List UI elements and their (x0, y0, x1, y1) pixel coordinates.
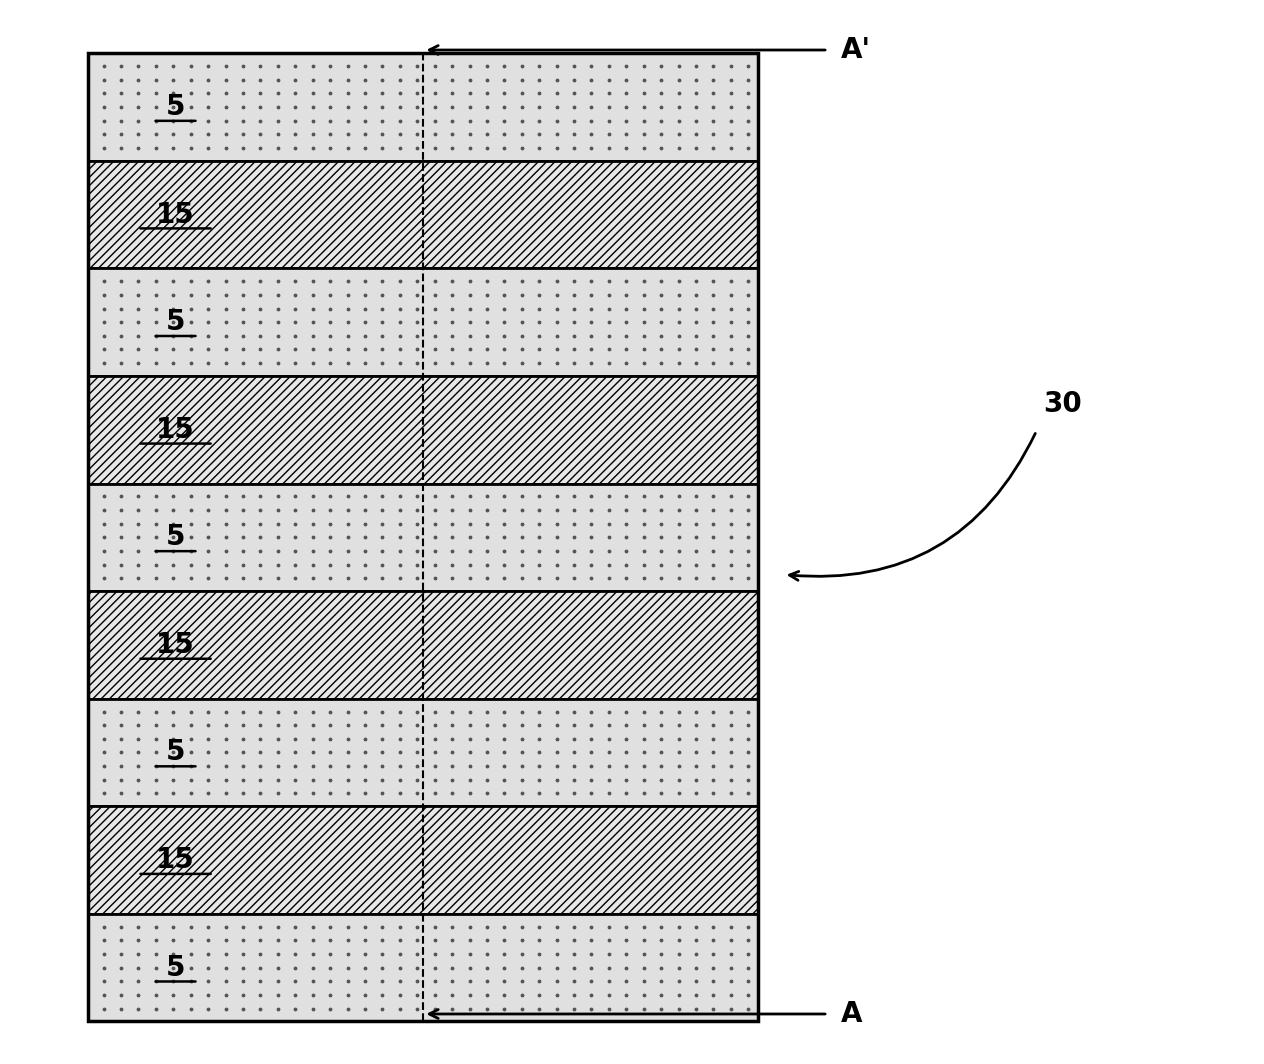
Text: A: A (841, 1000, 862, 1028)
Text: A': A' (841, 36, 871, 64)
Polygon shape (88, 699, 758, 807)
Polygon shape (88, 376, 758, 483)
Text: 5: 5 (166, 953, 186, 982)
Text: 5: 5 (166, 309, 186, 336)
Polygon shape (88, 483, 758, 592)
Polygon shape (88, 53, 758, 161)
Text: 5: 5 (166, 93, 186, 121)
Text: 15: 15 (157, 631, 195, 659)
Text: 15: 15 (157, 846, 195, 874)
Text: 5: 5 (166, 523, 186, 551)
Polygon shape (88, 268, 758, 376)
Text: 15: 15 (157, 201, 195, 229)
Polygon shape (88, 807, 758, 914)
Text: 15: 15 (157, 416, 195, 444)
Polygon shape (88, 161, 758, 268)
Text: 30: 30 (1043, 390, 1082, 418)
Polygon shape (88, 592, 758, 699)
Polygon shape (88, 914, 758, 1021)
Text: 5: 5 (166, 738, 186, 766)
